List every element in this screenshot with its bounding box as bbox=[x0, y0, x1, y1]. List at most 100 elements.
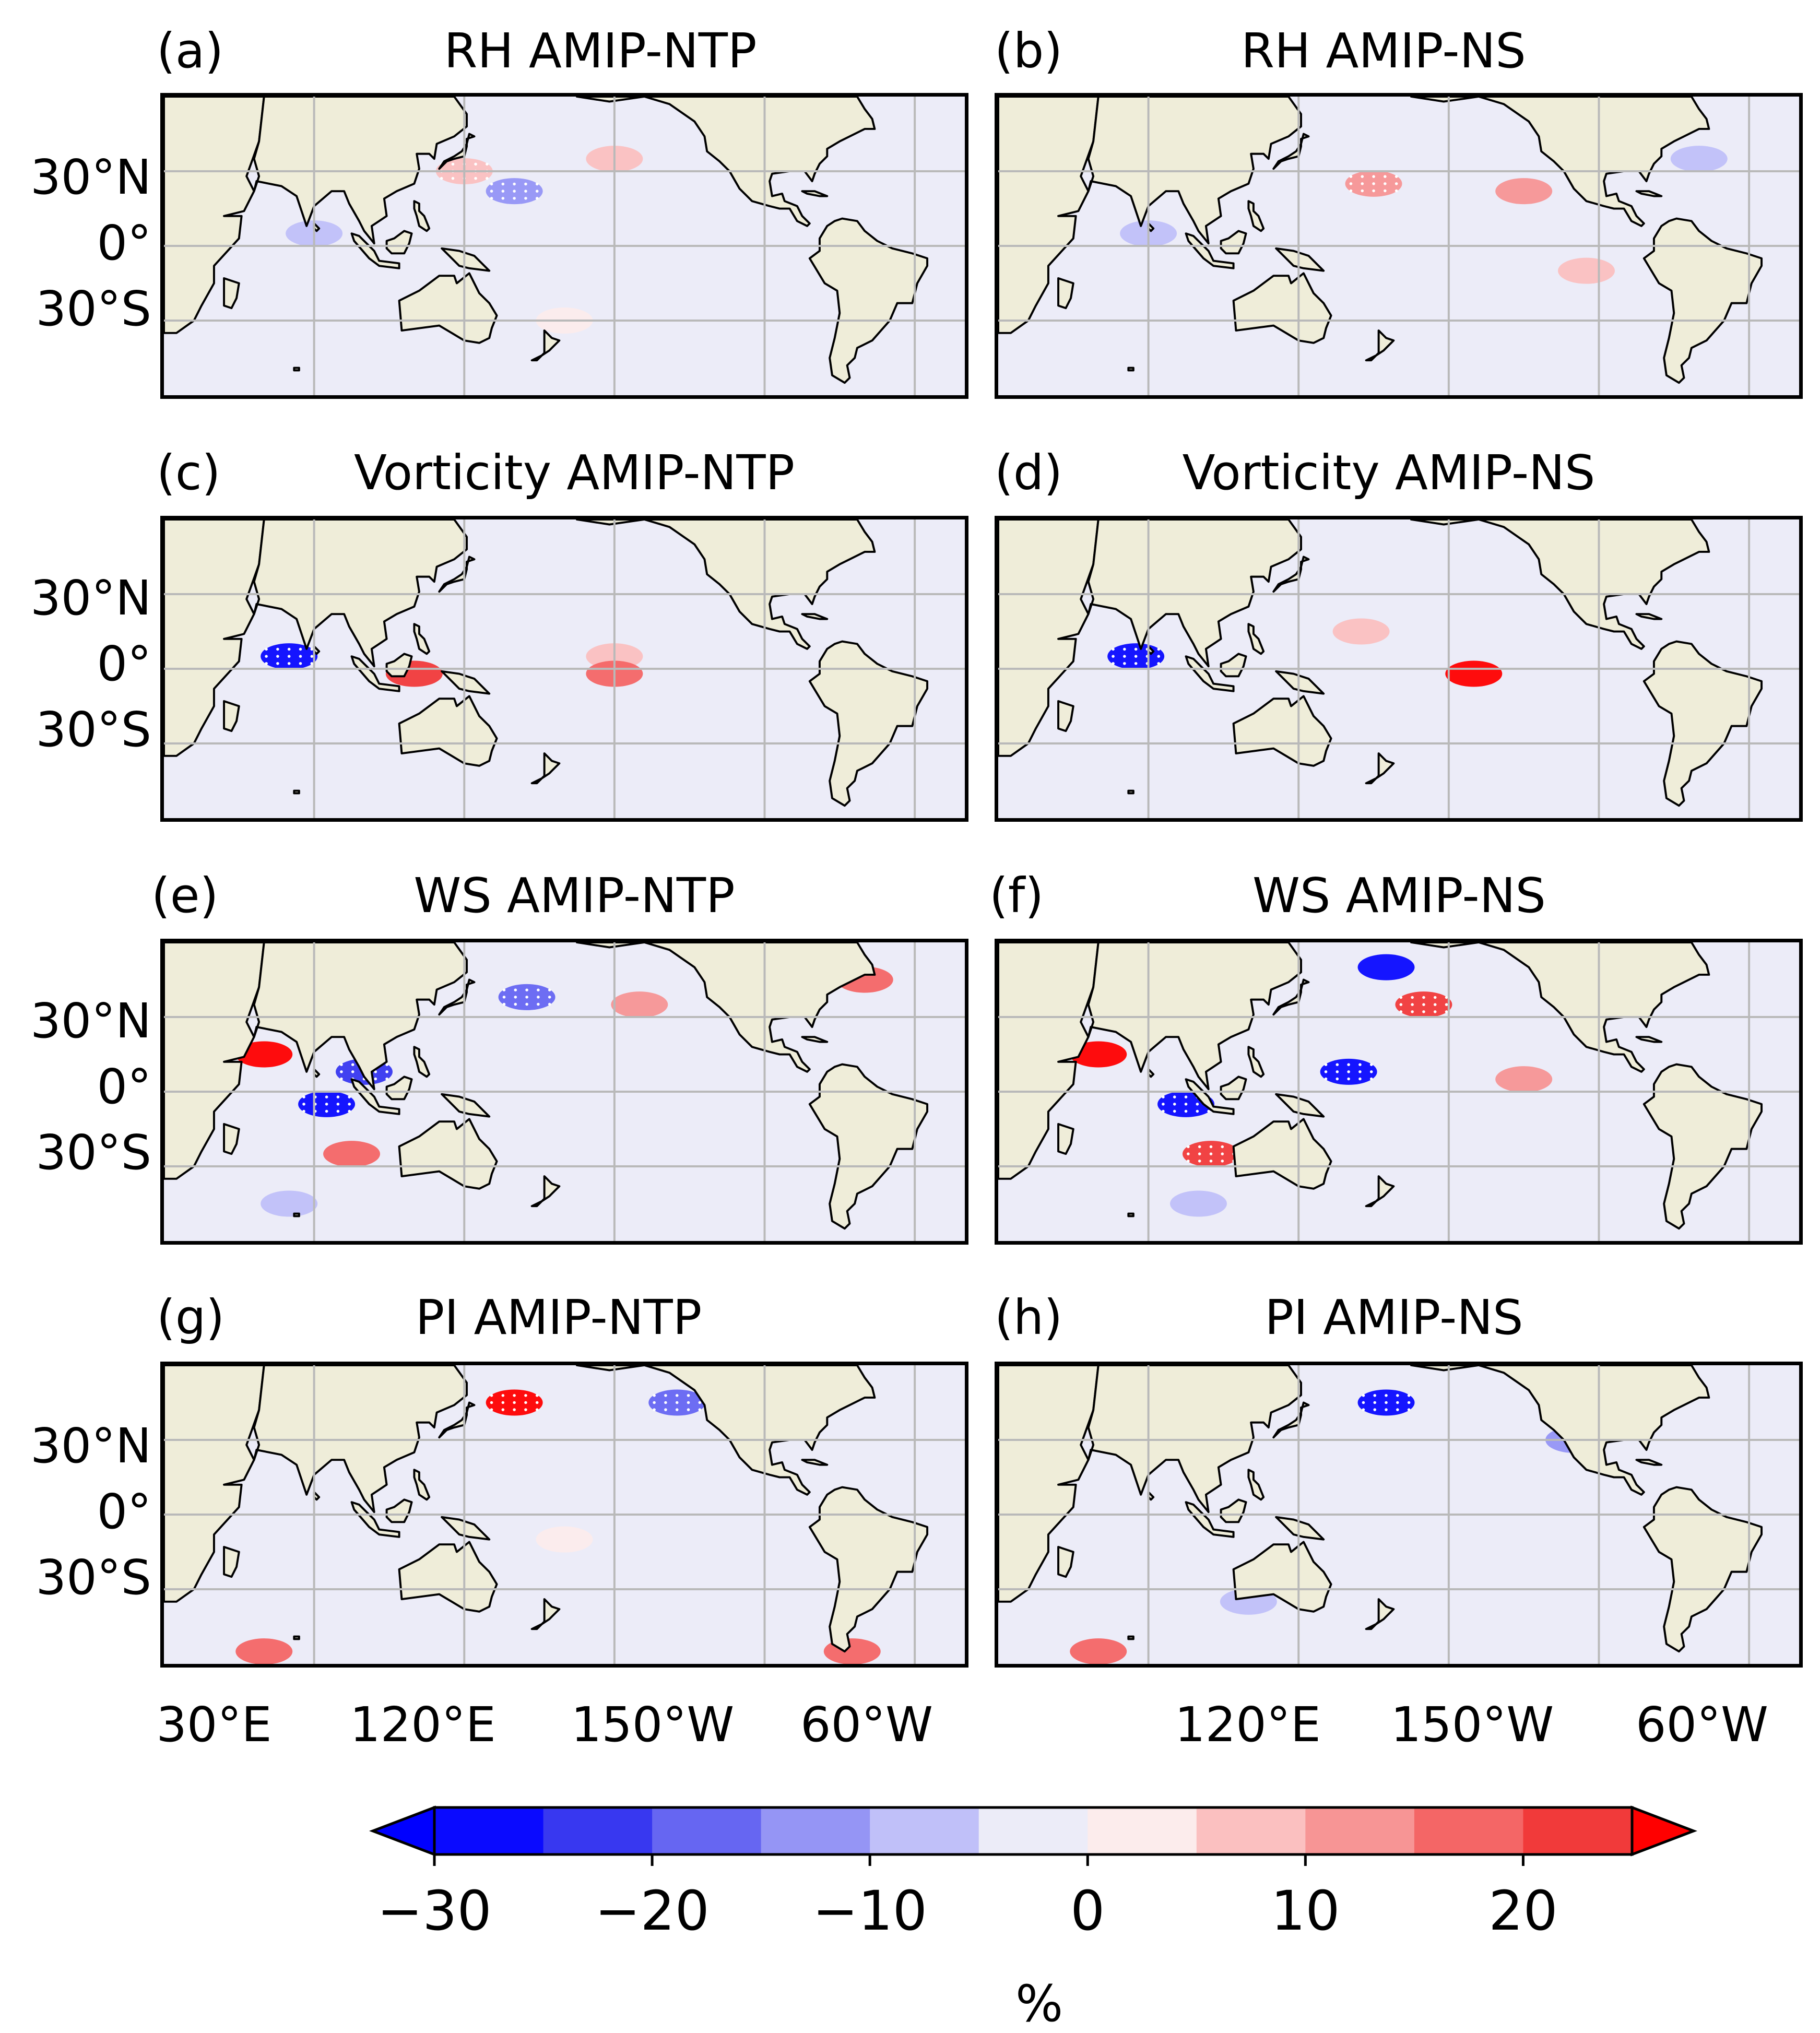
colorbar-segment bbox=[652, 1807, 762, 1854]
panel-e-label: (e) bbox=[151, 868, 219, 924]
significance-dot bbox=[310, 655, 314, 658]
significance-dot bbox=[340, 1063, 343, 1066]
panel-h-label: (h) bbox=[995, 1290, 1063, 1345]
significance-dot bbox=[1396, 1408, 1399, 1411]
significance-dot bbox=[1157, 647, 1161, 651]
significance-dot bbox=[1399, 996, 1403, 999]
land-japan bbox=[1272, 1401, 1310, 1439]
significance-dot bbox=[1184, 1095, 1188, 1098]
land-antarctic_island bbox=[293, 1212, 300, 1218]
significance-dot bbox=[514, 988, 517, 991]
significance-dot bbox=[502, 1002, 506, 1006]
significance-dot bbox=[1445, 1010, 1448, 1013]
land-antarctic_island bbox=[1127, 789, 1134, 795]
gridlines bbox=[998, 1365, 1799, 1664]
significance-dot bbox=[1123, 655, 1126, 658]
panel-c-title: Vorticity AMIP-NTP bbox=[353, 445, 795, 501]
colorbar-segment bbox=[543, 1807, 653, 1854]
land-philippines bbox=[413, 1046, 431, 1078]
colorbar-over-triangle bbox=[1630, 1805, 1698, 1857]
colorbar-segment bbox=[870, 1807, 979, 1854]
significance-dot bbox=[490, 1408, 493, 1411]
significance-dot bbox=[1362, 1401, 1365, 1404]
lon-label-60w: 60°W bbox=[800, 1697, 933, 1753]
land-south_america bbox=[808, 217, 929, 384]
land-philippines bbox=[413, 200, 431, 232]
significance-dot bbox=[687, 1408, 690, 1411]
significance-dot bbox=[513, 1394, 516, 1397]
significance-dot bbox=[1349, 175, 1353, 178]
significance-dot bbox=[374, 1070, 377, 1073]
significance-dot bbox=[1396, 1394, 1399, 1397]
map-canvas bbox=[998, 519, 1799, 818]
colorbar-segment bbox=[761, 1807, 871, 1854]
significance-dot bbox=[1157, 655, 1161, 658]
significance-dot bbox=[374, 1077, 377, 1081]
land-australia bbox=[398, 695, 498, 767]
significance-dot bbox=[1411, 996, 1414, 999]
significance-dot bbox=[1407, 1394, 1411, 1397]
panel-e-title: WS AMIP-NTP bbox=[413, 868, 735, 924]
land-australia bbox=[1232, 272, 1332, 344]
significance-dot bbox=[524, 190, 527, 193]
significance-dot bbox=[1134, 647, 1138, 651]
lat-label-0: 0° bbox=[97, 215, 151, 271]
colorbar-segment bbox=[1414, 1807, 1524, 1854]
significance-dot bbox=[1361, 189, 1364, 193]
significance-dot bbox=[537, 988, 540, 991]
land-sumatra_java bbox=[350, 1078, 400, 1115]
land-borneo bbox=[385, 230, 413, 255]
significance-dot bbox=[490, 190, 493, 193]
significance-dot bbox=[1196, 1103, 1199, 1106]
significance-dot bbox=[1157, 662, 1161, 665]
land-cuba bbox=[1635, 1459, 1663, 1466]
significance-dot bbox=[653, 1394, 656, 1397]
land-madagascar bbox=[223, 277, 240, 310]
significance-dot bbox=[1173, 1103, 1176, 1106]
significance-dot bbox=[513, 197, 516, 200]
land-borneo bbox=[385, 1498, 413, 1523]
land-madagascar bbox=[1057, 277, 1074, 310]
land-australia bbox=[1232, 1118, 1332, 1190]
anomaly-region bbox=[1357, 954, 1415, 980]
significance-dot bbox=[1362, 1394, 1365, 1397]
land-layer bbox=[998, 97, 1763, 384]
land-eurasia bbox=[1087, 1365, 1302, 1514]
significance-dot bbox=[1336, 1070, 1339, 1073]
significance-dot bbox=[698, 1401, 702, 1404]
significance-dot bbox=[276, 647, 279, 651]
significance-dot bbox=[537, 1002, 540, 1006]
significance-dot bbox=[1411, 1010, 1414, 1013]
land-philippines bbox=[413, 623, 431, 655]
land-australia bbox=[398, 1118, 498, 1190]
gridlines bbox=[998, 519, 1799, 818]
significance-dot bbox=[299, 662, 302, 665]
land-japan bbox=[1272, 555, 1310, 593]
map-b bbox=[995, 93, 1803, 399]
land-cuba bbox=[801, 190, 829, 197]
significance-dot bbox=[664, 1401, 667, 1404]
land-cuba bbox=[1635, 1036, 1663, 1043]
significance-dot bbox=[1184, 1103, 1188, 1106]
panel-b-label: (b) bbox=[995, 23, 1063, 79]
significance-dot bbox=[1198, 1145, 1201, 1149]
map-e bbox=[160, 939, 968, 1245]
significance-dot bbox=[535, 1401, 539, 1404]
land-layer bbox=[998, 1365, 1763, 1653]
land-new_zealand bbox=[1365, 1598, 1395, 1630]
anomaly-region bbox=[1558, 257, 1615, 284]
gridlines bbox=[998, 942, 1799, 1241]
significance-dot bbox=[1198, 1160, 1201, 1163]
significance-dot bbox=[1134, 655, 1138, 658]
significance-dot bbox=[687, 1401, 690, 1404]
significance-dot bbox=[276, 662, 279, 665]
significance-dot bbox=[1433, 1003, 1437, 1006]
significance-dot bbox=[486, 176, 489, 180]
land-new_guinea bbox=[441, 1093, 491, 1118]
significance-dot bbox=[1445, 1003, 1448, 1006]
land-africa bbox=[164, 519, 265, 757]
significance-dot bbox=[348, 1103, 351, 1106]
significance-dot bbox=[502, 988, 506, 991]
land-africa bbox=[164, 942, 265, 1180]
land-sumatra_java bbox=[350, 1501, 400, 1538]
